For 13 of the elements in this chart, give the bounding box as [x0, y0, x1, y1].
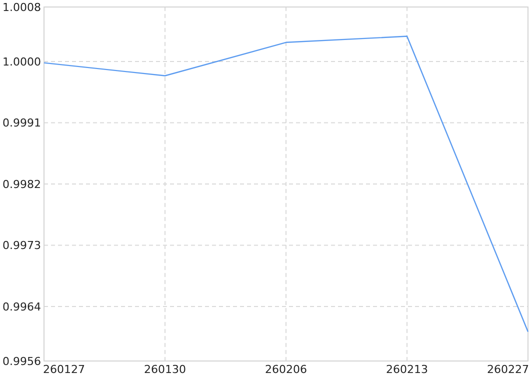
- x-tick-label: 260227: [487, 363, 529, 374]
- y-tick-label: 0.9956: [2, 354, 41, 368]
- x-tick-label: 260130: [144, 363, 186, 374]
- y-tick-label: 0.9991: [2, 116, 41, 130]
- x-tick-label: 260213: [386, 363, 428, 374]
- y-tick-label: 1.0008: [2, 0, 41, 14]
- y-tick-label: 0.9964: [2, 300, 41, 314]
- y-tick-label: 1.0000: [2, 55, 41, 68]
- x-tick-label: 260127: [43, 363, 85, 374]
- x-tick-label: 260206: [265, 363, 307, 374]
- y-tick-label: 0.9973: [2, 239, 41, 252]
- line-series: [43, 36, 529, 332]
- y-tick-label: 0.9982: [2, 178, 41, 191]
